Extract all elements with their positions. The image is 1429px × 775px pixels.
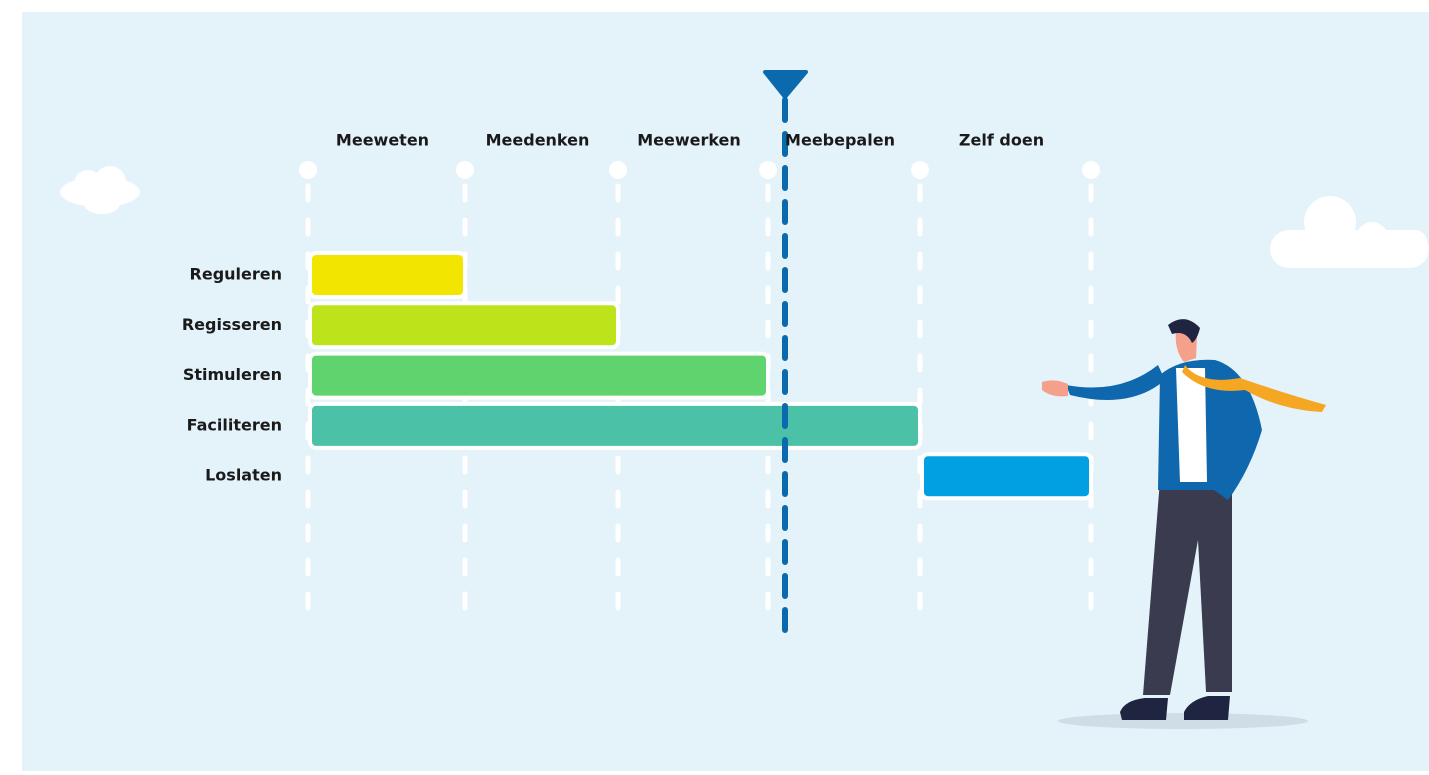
row-label: Reguleren	[190, 265, 282, 284]
column-dot	[456, 161, 474, 179]
bar	[310, 354, 768, 398]
row-label: Faciliteren	[187, 415, 282, 434]
column-dot	[609, 161, 627, 179]
bar	[922, 454, 1091, 498]
column-dot	[1082, 161, 1100, 179]
column-dot	[911, 161, 929, 179]
column-label: Meedenken	[486, 131, 590, 150]
bar	[310, 253, 465, 297]
row-label: Loslaten	[205, 466, 282, 485]
column-label: Meewerken	[637, 131, 741, 150]
column-label: Meebepalen	[785, 131, 895, 150]
bar	[310, 303, 618, 347]
row-label: Stimuleren	[183, 365, 282, 384]
column-label: Zelf doen	[959, 131, 1044, 150]
column-label: Meeweten	[336, 131, 429, 150]
column-dot	[759, 161, 777, 179]
column-dot	[299, 161, 317, 179]
bar	[310, 404, 920, 448]
scene: Meeweten Meedenken Meewerken Meebepalen Zelf…	[0, 0, 1429, 771]
page: {"columns": ["Meeweten", "Meedenken", "M…	[0, 0, 1429, 771]
row-label: Regisseren	[182, 315, 282, 334]
